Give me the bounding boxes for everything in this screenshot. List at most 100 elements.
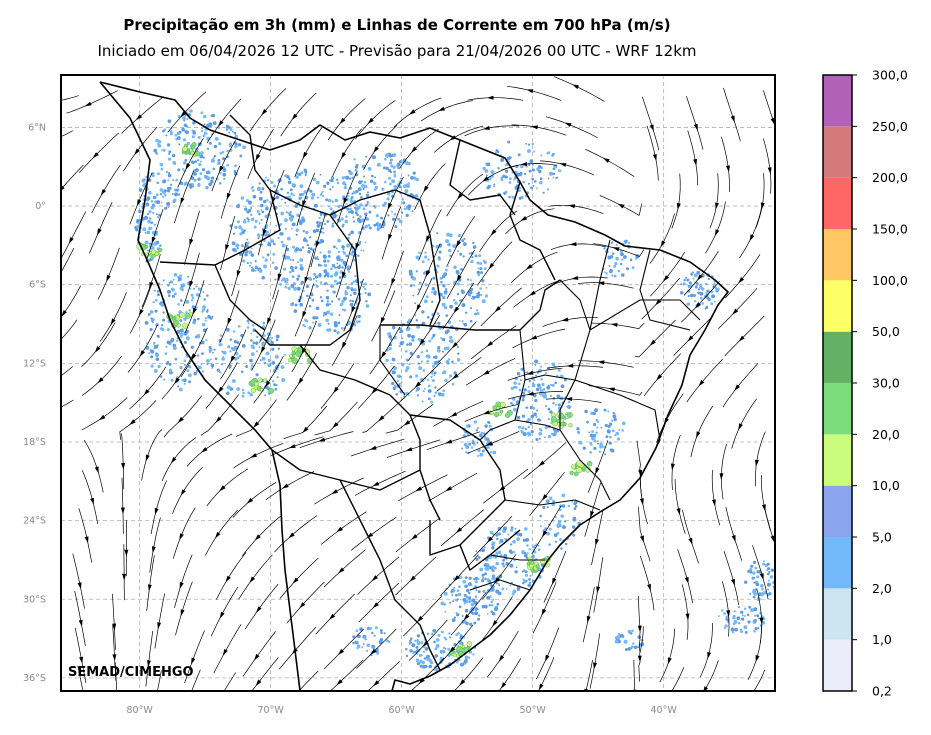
streamline bbox=[253, 355, 284, 404]
rain-cell bbox=[518, 388, 522, 392]
rain-cell bbox=[160, 302, 165, 307]
rain-cell bbox=[508, 177, 512, 181]
rain-cell bbox=[317, 258, 320, 261]
streamline bbox=[77, 665, 84, 691]
rain-cell bbox=[734, 627, 739, 632]
rain-cell bbox=[247, 391, 251, 395]
streamline-arrow bbox=[707, 652, 712, 659]
rain-cell bbox=[304, 325, 307, 328]
rain-cell bbox=[275, 338, 279, 342]
rain-cell bbox=[624, 648, 628, 652]
rain-cell bbox=[393, 212, 397, 216]
rain-cell bbox=[686, 278, 690, 282]
rain-cell bbox=[470, 602, 475, 607]
rain-cell bbox=[552, 176, 555, 179]
rain-cell bbox=[476, 270, 480, 275]
rain-cell bbox=[535, 437, 539, 442]
rain-cell bbox=[346, 194, 350, 198]
rain-cell bbox=[463, 659, 468, 664]
streamline bbox=[184, 630, 205, 684]
rain-cell bbox=[455, 633, 459, 637]
streamline bbox=[587, 440, 609, 493]
rain-cell bbox=[284, 174, 288, 178]
rain-cell bbox=[307, 250, 311, 254]
rain-cell bbox=[461, 320, 464, 323]
rain-cell bbox=[391, 325, 396, 330]
rain-cell bbox=[408, 362, 411, 366]
rain-cell bbox=[349, 294, 352, 297]
rain-cell bbox=[251, 189, 255, 192]
rain-cell bbox=[320, 214, 322, 217]
streamline-arrow bbox=[731, 578, 735, 586]
rain-cell bbox=[431, 364, 435, 368]
rain-cell bbox=[183, 340, 187, 344]
heavy-rain-cell bbox=[262, 378, 268, 383]
rain-cell bbox=[416, 634, 421, 638]
rain-cell bbox=[478, 254, 482, 258]
rain-cell bbox=[637, 646, 640, 649]
rain-cell bbox=[248, 250, 253, 255]
rain-cell bbox=[351, 250, 355, 254]
rain-cell bbox=[407, 204, 412, 209]
rain-cell bbox=[589, 451, 593, 454]
streamline bbox=[436, 357, 482, 392]
rain-cell bbox=[299, 221, 303, 226]
rain-cell bbox=[236, 356, 240, 359]
streamline bbox=[593, 243, 645, 257]
rain-cell bbox=[496, 602, 500, 606]
rain-cell bbox=[482, 589, 486, 593]
rain-cell bbox=[323, 282, 327, 286]
rain-cell bbox=[513, 178, 516, 181]
streamline-arrow bbox=[415, 486, 423, 492]
rain-cell bbox=[367, 223, 371, 227]
streamline bbox=[687, 130, 698, 186]
rain-cell bbox=[752, 571, 756, 575]
rain-cell bbox=[617, 632, 620, 635]
heavy-rain-cell bbox=[154, 251, 159, 257]
rain-cell bbox=[459, 268, 463, 271]
rain-cell bbox=[528, 581, 532, 584]
rain-cell bbox=[287, 211, 290, 215]
rain-cell bbox=[331, 200, 334, 203]
rain-cell bbox=[191, 305, 196, 309]
rain-cell bbox=[513, 385, 516, 389]
rain-cell bbox=[388, 346, 392, 351]
streamline bbox=[182, 252, 200, 307]
streamline bbox=[257, 201, 274, 256]
rain-cell bbox=[547, 177, 550, 180]
rain-cell bbox=[336, 266, 339, 269]
streamline-arrow bbox=[698, 379, 705, 387]
rain-cell bbox=[421, 310, 425, 314]
rain-cell bbox=[520, 367, 524, 371]
rain-cell bbox=[611, 274, 614, 277]
streamline bbox=[398, 474, 448, 502]
rain-cell bbox=[237, 203, 240, 206]
streamline-arrow bbox=[568, 204, 575, 209]
rain-cell bbox=[716, 287, 720, 292]
rain-cell bbox=[290, 283, 295, 288]
rain-cell bbox=[189, 109, 193, 113]
rain-cell bbox=[326, 181, 330, 185]
rain-cell bbox=[318, 216, 321, 220]
streamline bbox=[232, 482, 277, 518]
rain-cell bbox=[303, 190, 307, 194]
rain-cell bbox=[481, 299, 486, 304]
rain-cell bbox=[687, 289, 691, 293]
rain-cell bbox=[299, 302, 304, 307]
rain-cell bbox=[559, 396, 564, 401]
streamline bbox=[464, 125, 520, 137]
rain-cell bbox=[333, 329, 337, 333]
rain-cell bbox=[354, 274, 357, 278]
rain-cell bbox=[179, 365, 183, 370]
streamline-arrow bbox=[236, 270, 241, 278]
streamline-arrow bbox=[423, 185, 429, 193]
rain-cell bbox=[495, 589, 500, 594]
rain-cell bbox=[522, 180, 526, 184]
rain-cell bbox=[444, 290, 448, 294]
rain-cell bbox=[632, 642, 635, 645]
rain-cell bbox=[138, 188, 143, 192]
rain-cell bbox=[148, 242, 152, 245]
streamline-arrow bbox=[154, 508, 159, 515]
rain-cell bbox=[605, 435, 609, 439]
latitude-label: 12°S bbox=[23, 358, 46, 369]
